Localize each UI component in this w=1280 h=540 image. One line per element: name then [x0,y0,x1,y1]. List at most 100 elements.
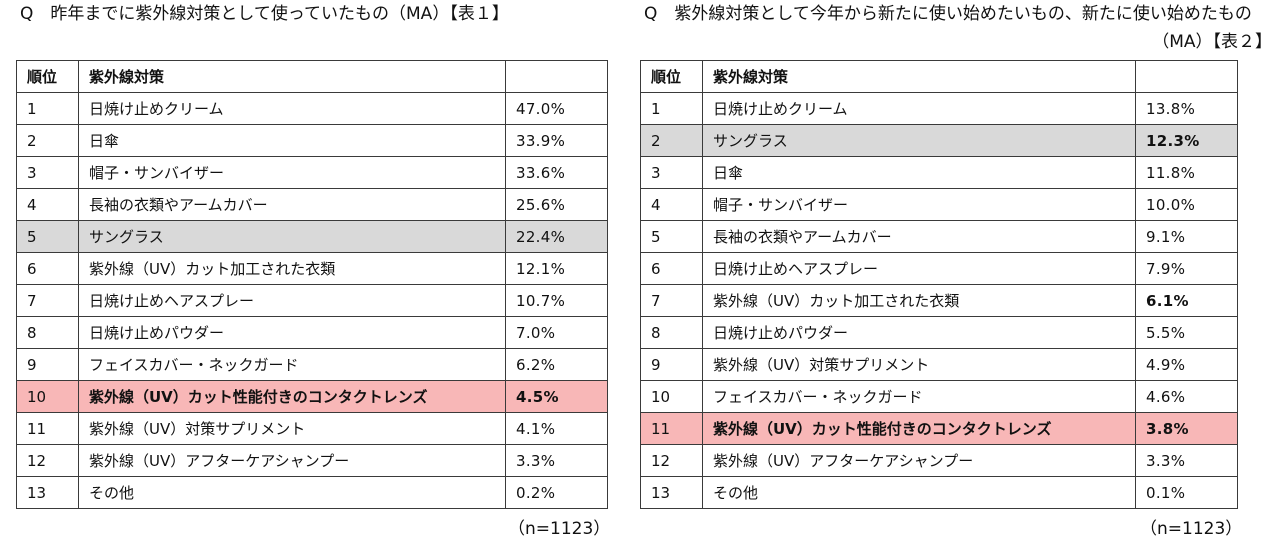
rank-cell: 13 [640,476,703,509]
rank-cell: 11 [640,412,703,445]
rank-cell: 8 [640,316,703,349]
table2-row: 5 長袖の衣類やアームカバー 9.1% [640,220,1238,253]
table1-row: 11 紫外線（UV）対策サプリメント 4.1% [16,412,608,445]
rank-cell: 2 [640,124,703,157]
value-cell: 12.3% [1135,124,1238,157]
value-cell: 7.9% [1135,252,1238,285]
item-cell: 日焼け止めヘアスプレー [78,284,506,317]
item-cell: 長袖の衣類やアームカバー [702,220,1136,253]
item-cell: 紫外線（UV）アフターケアシャンプー [78,444,506,477]
rank-cell: 8 [16,316,79,349]
value-cell: 7.0% [505,316,608,349]
value-cell: 6.1% [1135,284,1238,317]
value-cell: 6.2% [505,348,608,381]
rank-cell: 3 [16,156,79,189]
value-cell: 4.6% [1135,380,1238,413]
rank-cell: 7 [16,284,79,317]
table2-row: 3 日傘 11.8% [640,156,1238,189]
rank-cell: 3 [640,156,703,189]
table1-sample-size-note: （n=1123） [508,519,611,539]
item-cell: サングラス [78,220,506,253]
rank-cell: 11 [16,412,79,445]
value-cell: 5.5% [1135,316,1238,349]
value-cell: 11.8% [1135,156,1238,189]
item-cell: 紫外線（UV）カット加工された衣類 [78,252,506,285]
item-cell: フェイスカバー・ネックガード [78,348,506,381]
rank-cell: 4 [16,188,79,221]
table2-row: 6 日焼け止めヘアスプレー 7.9% [640,252,1238,285]
item-cell: 日焼け止めパウダー [78,316,506,349]
table2-row: 13 その他 0.1% [640,476,1238,509]
table1-row: 12 紫外線（UV）アフターケアシャンプー 3.3% [16,444,608,477]
table2-row-highlight-gray: 2 サングラス 12.3% [640,124,1238,157]
value-cell: 12.1% [505,252,608,285]
value-cell: 0.1% [1135,476,1238,509]
table1-row: 1 日焼け止めクリーム 47.0% [16,92,608,125]
value-cell: 47.0% [505,92,608,125]
item-cell: 日焼け止めクリーム [702,92,1136,125]
table2-row: 10 フェイスカバー・ネックガード 4.6% [640,380,1238,413]
item-cell: サングラス [702,124,1136,157]
item-cell: 日焼け止めパウダー [702,316,1136,349]
item-cell: 長袖の衣類やアームカバー [78,188,506,221]
rank-cell: 9 [16,348,79,381]
value-cell: 0.2% [505,476,608,509]
item-cell: 日傘 [78,124,506,157]
rank-cell: 9 [640,348,703,381]
value-cell: 3.8% [1135,412,1238,445]
table2-header-value [1135,60,1238,93]
table1-row: 4 長袖の衣類やアームカバー 25.6% [16,188,608,221]
table1-row: 6 紫外線（UV）カット加工された衣類 12.1% [16,252,608,285]
item-cell: 帽子・サンバイザー [78,156,506,189]
value-cell: 13.8% [1135,92,1238,125]
table1-row-highlight-pink: 10 紫外線（UV）カット性能付きのコンタクトレンズ 4.5% [16,380,608,413]
table2-title-line2: （MA）【表２】 [1152,32,1272,52]
rank-cell: 5 [16,220,79,253]
rank-cell: 1 [640,92,703,125]
value-cell: 22.4% [505,220,608,253]
table2-row: 4 帽子・サンバイザー 10.0% [640,188,1238,221]
value-cell: 4.9% [1135,348,1238,381]
value-cell: 25.6% [505,188,608,221]
table1-row: 9 フェイスカバー・ネックガード 6.2% [16,348,608,381]
table2-header-row: 順位 紫外線対策 [640,60,1238,93]
item-cell: 日傘 [702,156,1136,189]
item-cell: 日焼け止めクリーム [78,92,506,125]
item-cell: 紫外線（UV）カット性能付きのコンタクトレンズ [78,380,506,413]
rank-cell: 6 [640,252,703,285]
table2: 順位 紫外線対策 1 日焼け止めクリーム 13.8% 2 サングラス 12.3%… [640,60,1238,509]
table1-row: 8 日焼け止めパウダー 7.0% [16,316,608,349]
rank-cell: 7 [640,284,703,317]
rank-cell: 10 [640,380,703,413]
item-cell: 紫外線（UV）カット加工された衣類 [702,284,1136,317]
table2-header-rank: 順位 [640,60,703,93]
value-cell: 33.9% [505,124,608,157]
value-cell: 33.6% [505,156,608,189]
rank-cell: 4 [640,188,703,221]
item-cell: 紫外線（UV）カット性能付きのコンタクトレンズ [702,412,1136,445]
item-cell: その他 [78,476,506,509]
item-cell: 紫外線（UV）対策サプリメント [78,412,506,445]
table2-row: 12 紫外線（UV）アフターケアシャンプー 3.3% [640,444,1238,477]
table1-row: 13 その他 0.2% [16,476,608,509]
table1-row: 3 帽子・サンバイザー 33.6% [16,156,608,189]
table2-title-line1: Q 紫外線対策として今年から新たに使い始めたいもの、新たに使い始めたもの [644,4,1252,24]
value-cell: 4.1% [505,412,608,445]
table1-row: 7 日焼け止めヘアスプレー 10.7% [16,284,608,317]
rank-cell: 13 [16,476,79,509]
item-cell: 紫外線（UV）アフターケアシャンプー [702,444,1136,477]
rank-cell: 5 [640,220,703,253]
table1-header-row: 順位 紫外線対策 [16,60,608,93]
table1-header-rank: 順位 [16,60,79,93]
value-cell: 9.1% [1135,220,1238,253]
rank-cell: 6 [16,252,79,285]
table1: 順位 紫外線対策 1 日焼け止めクリーム 47.0% 2 日傘 33.9% 3 … [16,60,608,509]
item-cell: その他 [702,476,1136,509]
value-cell: 10.7% [505,284,608,317]
value-cell: 4.5% [505,380,608,413]
value-cell: 10.0% [1135,188,1238,221]
table1-row-highlight-gray: 5 サングラス 22.4% [16,220,608,253]
table2-row: 9 紫外線（UV）対策サプリメント 4.9% [640,348,1238,381]
table2-row: 8 日焼け止めパウダー 5.5% [640,316,1238,349]
item-cell: 日焼け止めヘアスプレー [702,252,1136,285]
